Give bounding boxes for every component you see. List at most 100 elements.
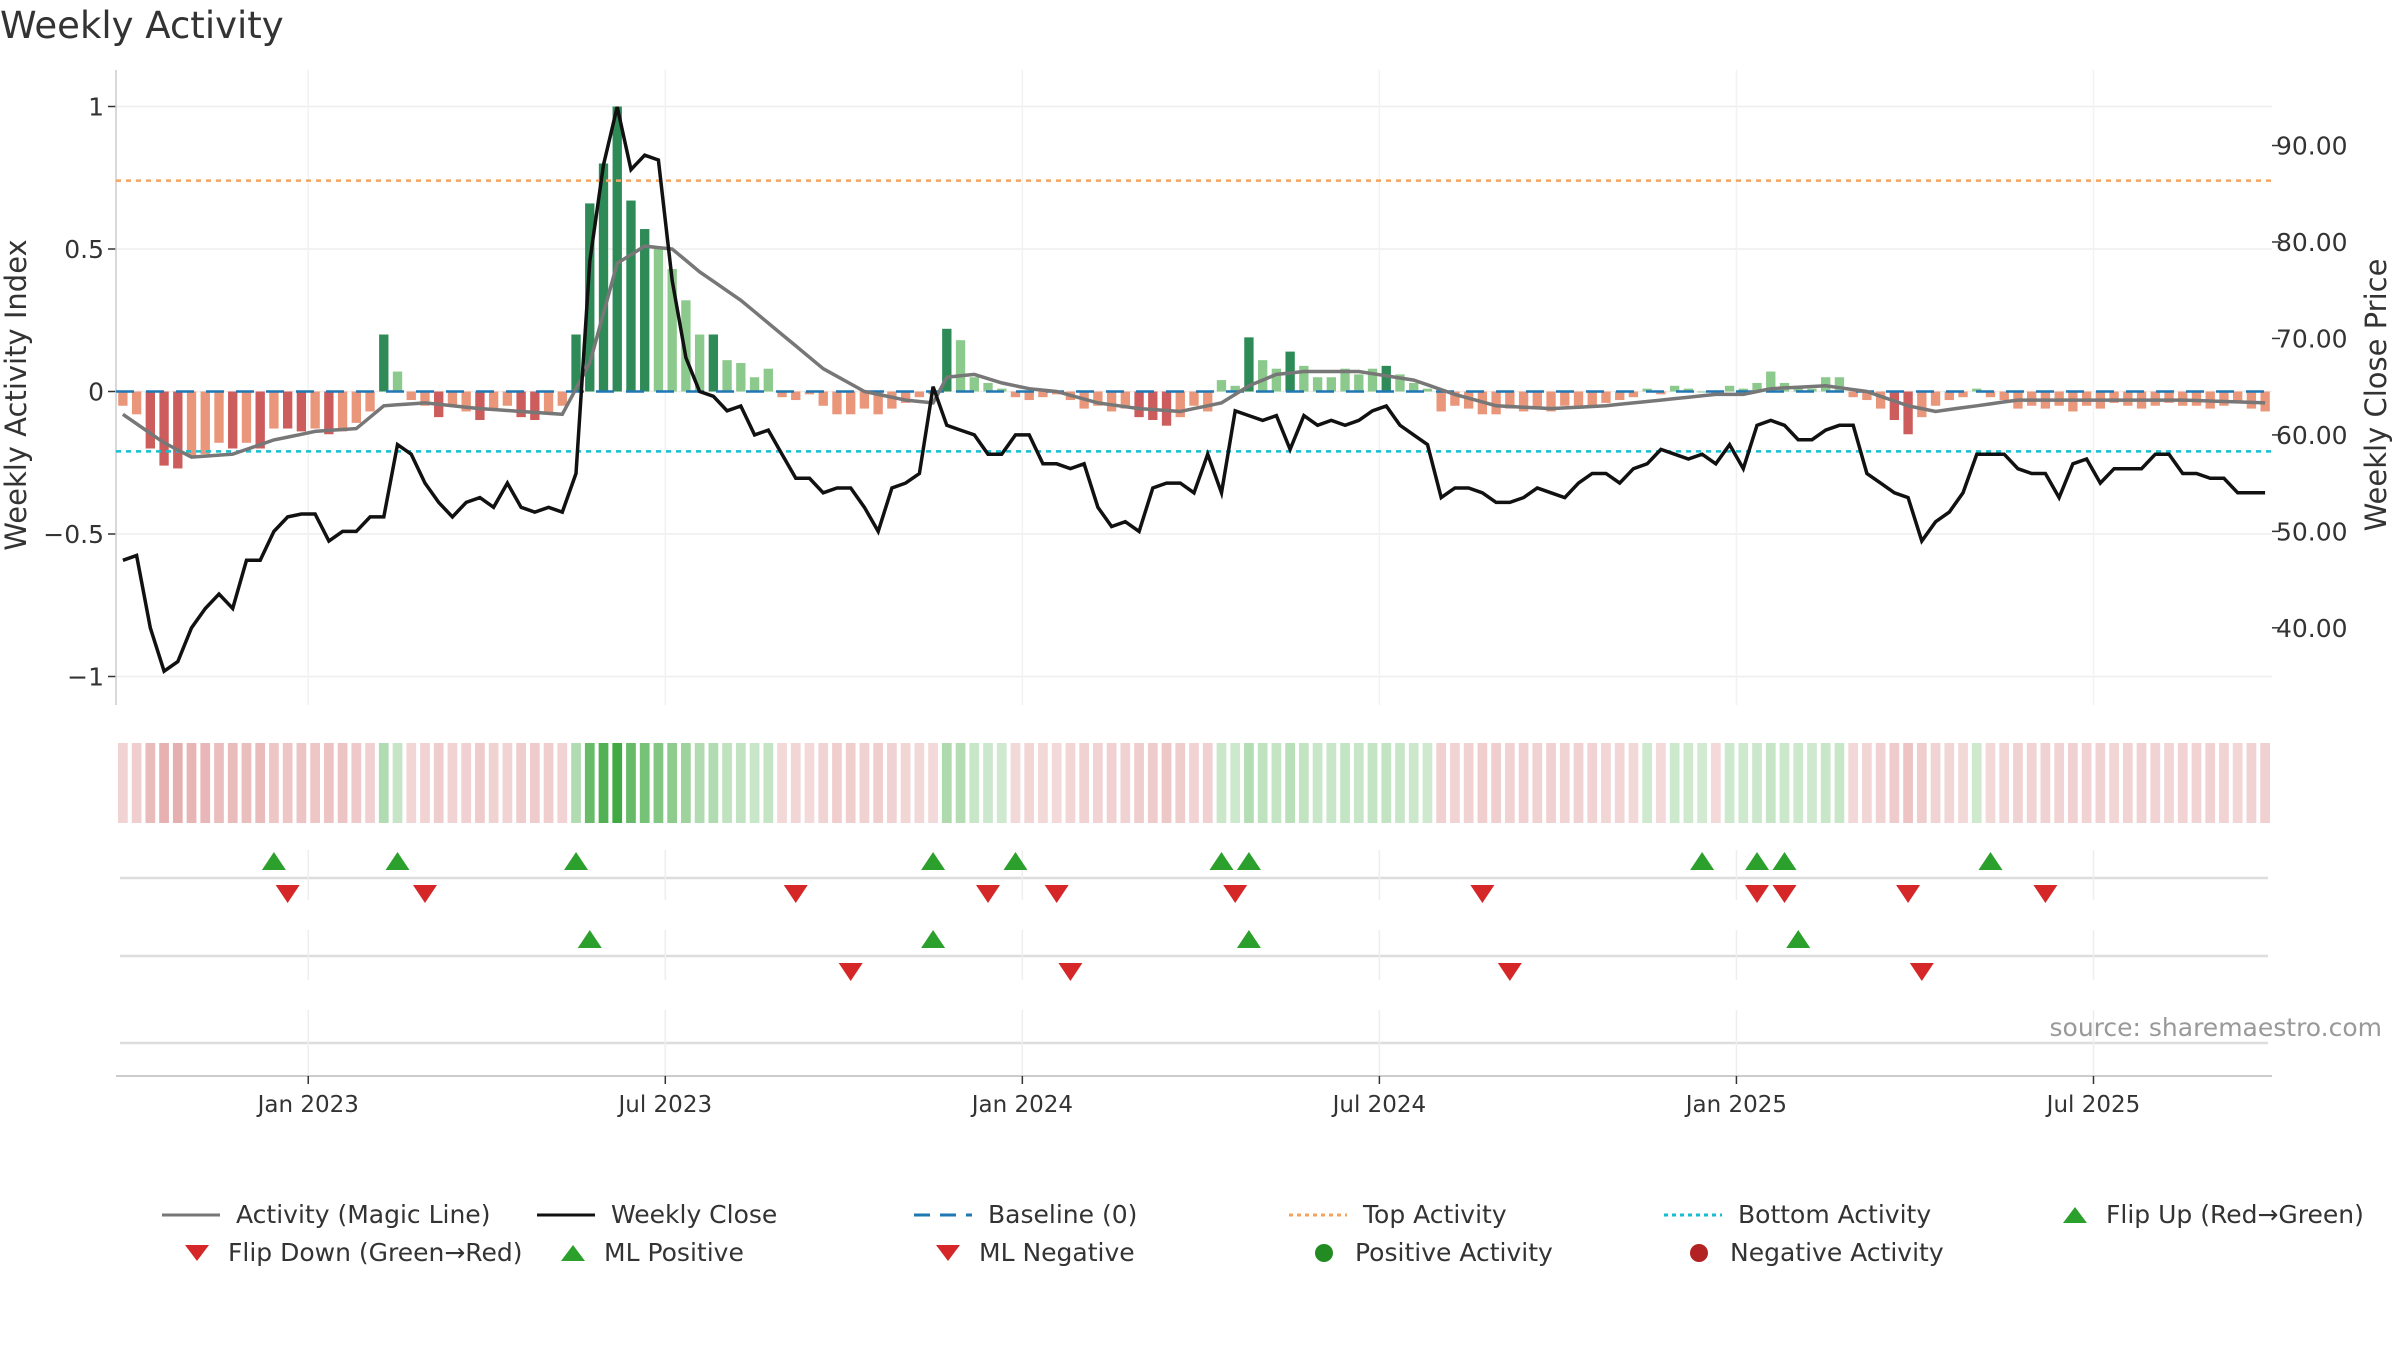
strip-cell-positive [749, 743, 760, 823]
flip-up-marker [1745, 852, 1770, 870]
activity-bar-positive [392, 371, 403, 392]
strip-cell-positive [1340, 743, 1350, 823]
activity-bar-negative [241, 391, 252, 443]
strip-cell-negative [1477, 743, 1488, 823]
strip-cell-negative [928, 743, 938, 823]
strip-cell-negative [475, 743, 485, 823]
activity-bar-negative [1134, 391, 1144, 418]
legend-item-flip-up: Flip Up (Red→Green) [2058, 1200, 2364, 1229]
activity-bar-negative [557, 391, 567, 406]
strip-cell-negative [282, 743, 293, 823]
strip-cell-negative [1202, 743, 1213, 823]
x-tick-label: Jul 2024 [1331, 1092, 1427, 1118]
activity-bar-positive [969, 377, 979, 392]
activity-heat-strip [118, 743, 2270, 823]
strip-cell-positive [969, 743, 980, 823]
activity-bar-positive [942, 328, 952, 392]
flip-down-marker [1772, 885, 1797, 903]
strip-cell-positive [1257, 743, 1268, 823]
strip-cell-negative [296, 743, 307, 823]
activity-bar-negative [818, 391, 828, 406]
activity-bar-negative [365, 391, 375, 412]
strip-cell-positive [598, 743, 609, 823]
gridlines [116, 70, 2272, 705]
flip-down-marker [1223, 885, 1248, 903]
legend-row-2: Flip Down (Green→Red) ML Positive ML Neg… [160, 1238, 2380, 1276]
circle-icon [1315, 1243, 1333, 1262]
strip-cell-negative [859, 743, 870, 823]
strip-cell-negative [131, 743, 142, 823]
activity-bar-negative [145, 391, 156, 449]
strip-cell-negative [159, 743, 169, 823]
activity-bar-negative [1518, 391, 1529, 412]
strip-cell-negative [1147, 743, 1158, 823]
activity-bar-positive [1738, 388, 1748, 392]
strip-cell-positive [941, 743, 952, 823]
strip-cell-negative [365, 743, 375, 823]
strip-cell-negative [1875, 743, 1886, 823]
strip-cell-negative [200, 743, 211, 823]
strip-cell-negative [1903, 743, 1913, 823]
activity-bar-positive [1354, 374, 1364, 392]
strip-cell-negative [2081, 743, 2092, 823]
strip-cell-negative [2040, 743, 2051, 823]
strip-cell-negative [118, 743, 128, 823]
strip-cell-positive [1367, 743, 1378, 823]
activity-bar-positive [1381, 365, 1391, 392]
activity-bar-negative [1093, 391, 1103, 406]
activity-bar-positive [626, 200, 636, 392]
y2-tick-label: 40.00 [2276, 614, 2348, 643]
activity-bar-negative [351, 391, 361, 423]
flip-up-marker [1978, 852, 2003, 870]
strip-cell-negative [172, 743, 183, 823]
flip-down-marker [1044, 885, 1069, 903]
legend-item-weekly-close: Weekly Close [537, 1200, 778, 1229]
strip-cell-negative [1958, 743, 1968, 823]
strip-cell-negative [1999, 743, 2010, 823]
triangle-up-icon [2063, 1206, 2087, 1223]
strip-cell-positive [1834, 743, 1845, 823]
strip-cell-negative [2191, 743, 2202, 823]
strip-cell-positive [1820, 743, 1831, 823]
left-y-axis: 1 0.5 0 −0.5 −1 [43, 70, 117, 705]
ml-negative-marker [1909, 963, 1934, 981]
activity-bar-negative [1999, 391, 2009, 401]
strip-cell-negative [818, 743, 829, 823]
strip-cell-negative [1093, 743, 1103, 823]
activity-bar-negative [873, 391, 883, 415]
activity-bar-positive [997, 388, 1007, 392]
strip-cell-negative [873, 743, 884, 823]
strip-cell-negative [1573, 743, 1584, 823]
strip-cell-negative [433, 743, 444, 823]
activity-bar-positive [1271, 368, 1282, 392]
flip-down-marker [275, 885, 300, 903]
activity-bar-positive [640, 229, 650, 392]
strip-cell-positive [653, 743, 664, 823]
strip-cell-negative [145, 743, 156, 823]
activity-bar-negative [1148, 391, 1158, 420]
activity-bar-negative [475, 391, 485, 420]
y2-tick-label: 50.00 [2276, 517, 2348, 546]
x-tick-label: Jan 2024 [970, 1092, 1073, 1118]
activity-bar-negative [1601, 391, 1611, 403]
activity-bar-positive [1766, 371, 1776, 392]
strip-cell-negative [2260, 743, 2270, 823]
activity-bar-positive [1669, 385, 1680, 392]
activity-bar-negative [2219, 391, 2229, 406]
strip-cell-negative [1587, 743, 1598, 823]
ml-positive-marker [1786, 930, 1811, 948]
activity-bar-negative [1120, 391, 1131, 409]
activity-bar-negative [488, 391, 499, 409]
activity-bar-negative [2246, 391, 2257, 409]
activity-bar-negative [1958, 391, 1968, 398]
activity-bars [118, 106, 2270, 469]
activity-bar-positive [749, 377, 760, 392]
strip-cell-negative [2068, 743, 2078, 823]
strip-cell-positive [1971, 743, 1982, 823]
activity-bar-negative [159, 391, 169, 466]
strip-cell-negative [1161, 743, 1172, 823]
strip-cell-negative [1079, 743, 1090, 823]
activity-bar-negative [131, 391, 142, 415]
strip-cell-negative [1120, 743, 1131, 823]
activity-bar-negative [1203, 391, 1213, 412]
